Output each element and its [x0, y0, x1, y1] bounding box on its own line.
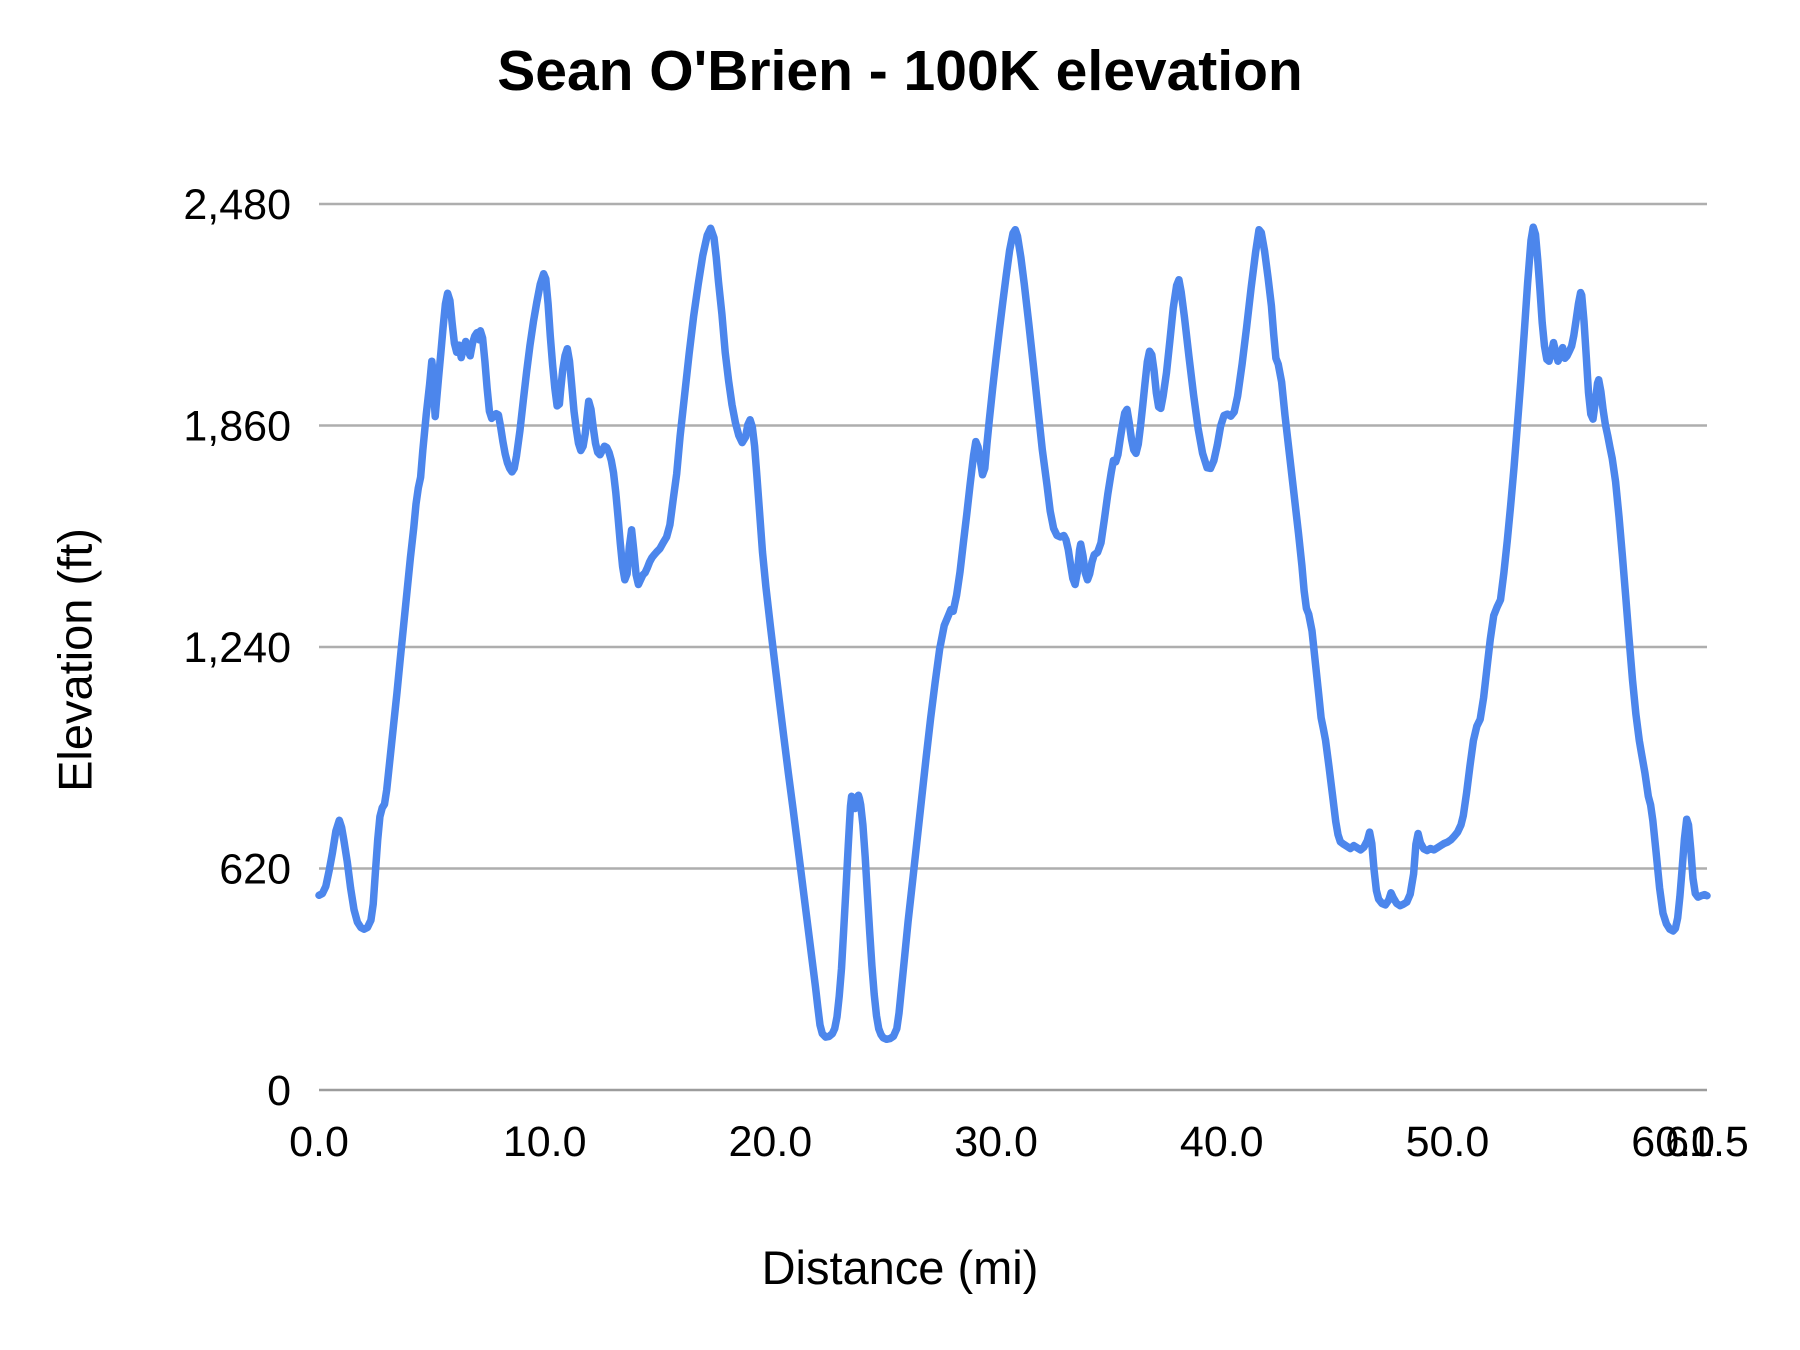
x-tick-label: 61.5: [1665, 1118, 1749, 1166]
chart-title: Sean O'Brien - 100K elevation: [497, 39, 1303, 103]
y-tick-label: 0: [267, 1067, 291, 1115]
x-tick-label: 20.0: [729, 1118, 813, 1166]
x-tick-label: 30.0: [954, 1118, 1038, 1166]
y-tick-label: 620: [219, 846, 291, 894]
x-tick-label: 50.0: [1406, 1118, 1490, 1166]
x-tick-label: 40.0: [1180, 1118, 1264, 1166]
x-tick-label: 0.0: [289, 1118, 349, 1166]
y-axis-title: Elevation (ft): [48, 528, 102, 792]
y-tick-label: 1,240: [183, 624, 291, 672]
x-axis-title: Distance (mi): [761, 1241, 1039, 1294]
x-tick-label: 10.0: [503, 1118, 587, 1166]
x-tick-label: 60.0: [1631, 1118, 1715, 1166]
y-tick-label: 1,860: [183, 403, 291, 451]
elevation-line: [315, 223, 1711, 1044]
y-tick-label: 2,480: [183, 181, 291, 229]
